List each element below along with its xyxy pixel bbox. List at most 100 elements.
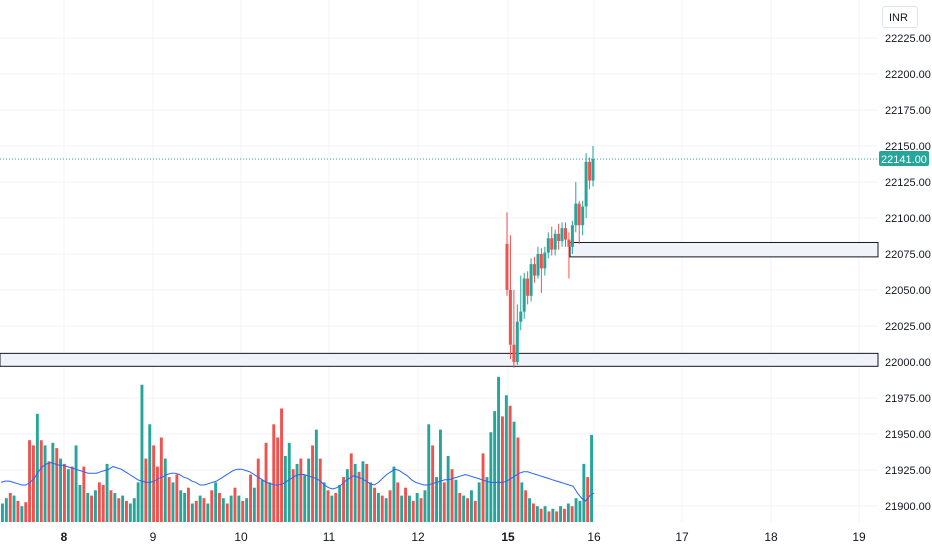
volume-bar — [559, 506, 562, 522]
candle — [591, 146, 595, 187]
volume-bar — [8, 493, 12, 522]
volume-bar — [156, 466, 159, 522]
candle-body — [536, 254, 540, 276]
volume-bar — [24, 502, 28, 522]
volume-bar — [497, 376, 500, 522]
volume-bar — [485, 477, 489, 522]
volume-bar — [183, 493, 187, 522]
candle-body — [522, 278, 526, 312]
candle — [574, 182, 578, 233]
volume-bar — [400, 495, 404, 522]
candle — [526, 271, 530, 305]
volume-bar — [473, 500, 477, 522]
volume-bar — [489, 432, 493, 522]
time-tick-label: 18 — [764, 530, 778, 544]
volume-bar — [508, 405, 512, 522]
price-tick-label: 21900.00 — [885, 501, 931, 513]
volume-bar — [462, 495, 466, 522]
volume-bar — [125, 500, 128, 522]
candle — [577, 200, 581, 244]
volume-bar — [555, 511, 559, 522]
volume-bar — [78, 485, 82, 522]
volume-bar — [566, 503, 570, 522]
price-tick-label: 22025.00 — [885, 321, 931, 333]
volume-bar — [249, 474, 252, 522]
volume-bar — [167, 477, 171, 522]
volume-bar — [291, 469, 295, 522]
volume-bar — [377, 493, 380, 522]
volume-bar — [466, 498, 469, 522]
volume-bar — [198, 495, 202, 522]
candle — [543, 246, 547, 276]
volume-bar — [4, 498, 8, 522]
candle — [550, 226, 554, 256]
candlestick-series — [505, 146, 595, 368]
candle-body — [564, 228, 567, 240]
price-tick-label: 22175.00 — [885, 105, 931, 117]
volume-bar — [136, 482, 140, 522]
volume-bar — [570, 506, 574, 522]
volume-bar — [427, 424, 431, 522]
volume-bar — [194, 500, 198, 522]
volume-bar — [582, 463, 586, 522]
volume-bar — [303, 474, 307, 522]
volume-bar — [404, 487, 407, 522]
volume-bar — [90, 495, 93, 522]
volume-bar — [43, 445, 47, 522]
volume-bar — [357, 471, 361, 522]
price-tick-label: 22050.00 — [885, 285, 931, 297]
volume-bar — [314, 429, 318, 522]
volume-bar — [245, 498, 249, 522]
volume-bar — [140, 384, 144, 522]
candle — [539, 248, 543, 293]
candle — [505, 212, 509, 296]
volume-bar — [97, 482, 101, 522]
candle — [546, 232, 550, 259]
volume-bar — [163, 458, 167, 522]
candle — [512, 290, 516, 368]
candle-body — [515, 321, 519, 362]
time-axis[interactable]: 8 9 10 11 12 15 16 17 18 19 — [61, 530, 866, 544]
volume-bar — [12, 495, 16, 522]
last-price-tag: 22141.00 — [879, 150, 929, 166]
candle-body — [588, 161, 592, 181]
candle-body — [543, 252, 547, 269]
volume-bar — [423, 490, 427, 522]
volume-bar — [276, 437, 280, 522]
candle-body — [529, 264, 533, 296]
volume-bar — [411, 500, 415, 522]
volume-bar — [392, 466, 396, 522]
volume-bar — [299, 458, 303, 522]
volume-bar — [202, 498, 206, 522]
volume-bar — [361, 461, 365, 522]
volume-bar — [109, 490, 113, 522]
volume-bar — [86, 493, 90, 522]
candle-body — [539, 254, 543, 269]
volume-bar — [435, 477, 438, 522]
price-tick-label: 21950.00 — [885, 429, 931, 441]
volume-bar — [586, 477, 590, 522]
candle — [519, 275, 523, 331]
volume-bar — [318, 458, 322, 522]
volume-bar — [396, 482, 400, 522]
volume-bar — [94, 490, 97, 522]
volume-bar — [256, 458, 260, 522]
volume-bar — [51, 442, 55, 522]
volume-bar — [415, 493, 419, 522]
volume-bar — [450, 469, 454, 522]
price-tick-label: 22150.00 — [885, 141, 931, 153]
volume-bar — [225, 503, 229, 522]
candle — [557, 223, 561, 250]
volume-bar — [70, 466, 74, 522]
volume-bar — [439, 429, 442, 522]
volume-bar — [539, 508, 543, 522]
volume-bar — [272, 424, 276, 522]
price-axis[interactable]: 22225.00 22200.00 22175.00 22150.00 22125.00… — [885, 33, 931, 513]
volume-bar — [311, 445, 314, 522]
currency-button[interactable]: INR — [882, 6, 918, 28]
candle-body — [591, 159, 595, 181]
candle — [567, 232, 571, 279]
time-tick-label: 11 — [323, 530, 336, 544]
volume-bar — [218, 493, 221, 522]
